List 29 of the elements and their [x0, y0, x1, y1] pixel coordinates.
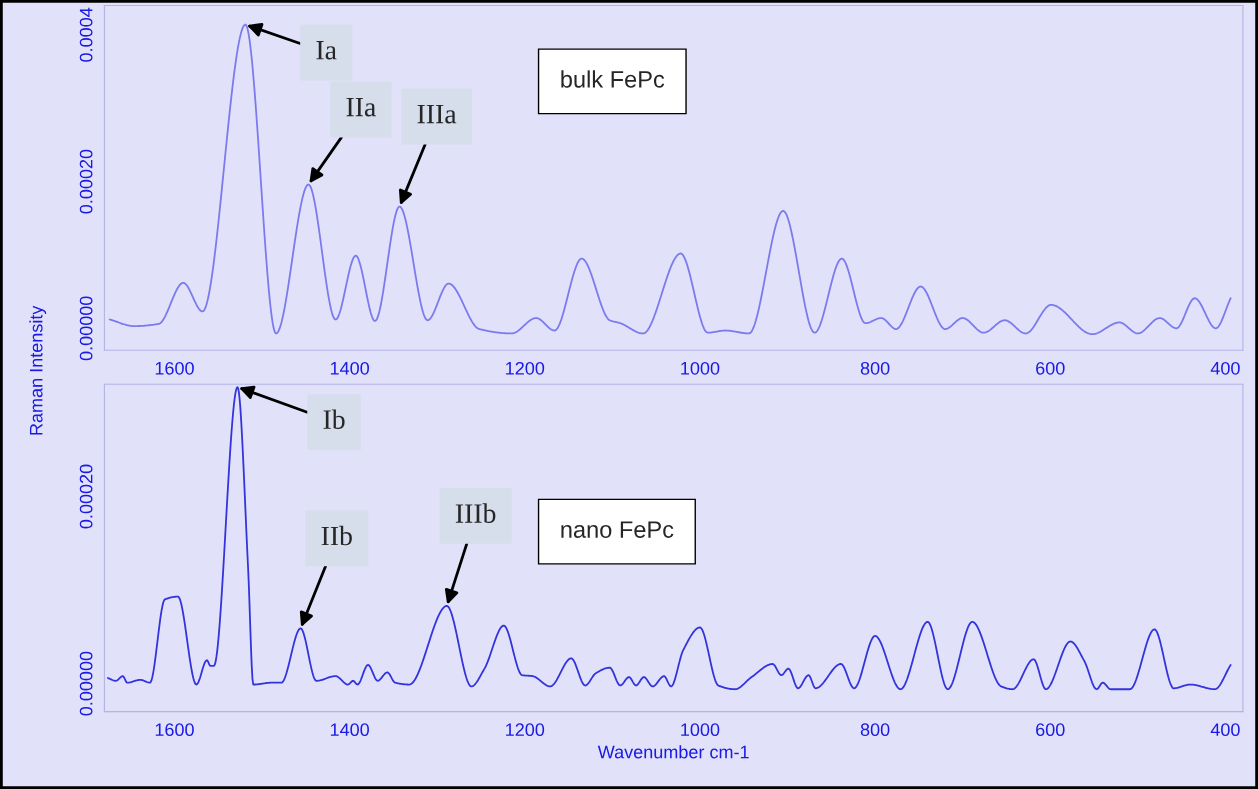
x-tick-label: 1600 — [155, 723, 194, 737]
x-tick-label: 1600 — [155, 361, 194, 375]
annotation: IIIb — [455, 503, 496, 523]
x-axis-title: Wavenumber cm-1 — [597, 745, 749, 759]
annotation: bulk FePc — [561, 70, 665, 88]
x-tick-label: 600 — [1036, 361, 1065, 375]
x-tick-label: 1400 — [330, 723, 370, 737]
y-tick-label: 0.0004 — [79, 7, 93, 62]
y-tick-label: 0.00000 — [79, 296, 93, 361]
annotation: IIa — [346, 98, 376, 117]
x-tick-label: 1000 — [681, 723, 720, 737]
x-tick-label: 400 — [1210, 361, 1240, 375]
x-tick-label: 1400 — [330, 361, 370, 375]
y-axis-title: Raman Intensity — [29, 305, 47, 435]
x-tick-label: 600 — [1036, 723, 1065, 737]
x-tick-label: 1000 — [681, 361, 720, 375]
x-tick-label: 1200 — [506, 723, 545, 737]
annotation: nano FePc — [561, 521, 674, 538]
y-tick-label: 0.00000 — [79, 651, 93, 716]
annotation: Ia — [316, 41, 337, 60]
annotation: IIb — [321, 525, 352, 546]
annotation: Ib — [323, 409, 345, 429]
x-tick-label: 800 — [860, 723, 890, 737]
annotation: IIIa — [417, 105, 457, 124]
y-tick-label: 0.00020 — [79, 149, 93, 214]
x-tick-label: 1200 — [506, 361, 545, 375]
x-tick-label: 400 — [1210, 723, 1240, 737]
x-tick-label: 800 — [860, 361, 890, 375]
y-tick-label: 0.00020 — [79, 464, 93, 529]
